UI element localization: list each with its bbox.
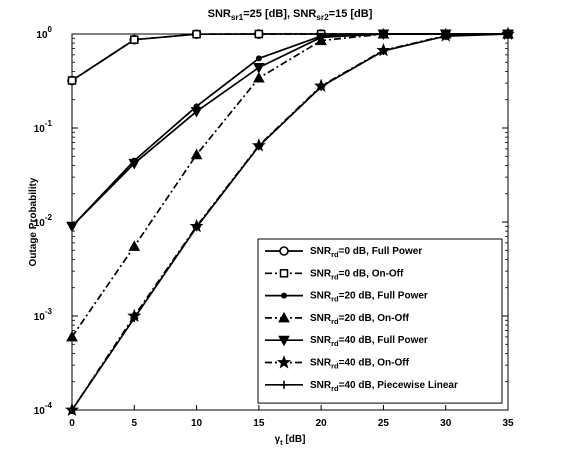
- data-point: [66, 330, 78, 342]
- data-point: [253, 63, 265, 74]
- legend-entry: SNRrd=0 dB, On-Off: [265, 268, 404, 281]
- legend-label: SNRrd=0 dB, Full Power: [310, 246, 422, 259]
- x-axis-label: γt [dB]: [275, 434, 306, 447]
- y-tick-label: 10-3: [34, 307, 53, 323]
- data-point: [66, 221, 78, 233]
- data-point: [253, 72, 265, 83]
- legend-entry: SNRrd=20 dB, On-Off: [265, 311, 410, 326]
- legend-label: SNRrd=40 dB, Piecewise Linear: [310, 380, 458, 393]
- data-point: [130, 314, 139, 323]
- data-point: [128, 240, 141, 251]
- chart-title: SNRsr1=25 [dB], SNRsr2=15 [dB]: [208, 8, 373, 22]
- series-layer: [64, 26, 516, 416]
- legend-marker: [279, 269, 289, 278]
- data-point: [190, 148, 203, 160]
- legend-marker: [278, 311, 290, 323]
- legend-box: [257, 238, 503, 404]
- data-point: [130, 35, 139, 44]
- y-tick-label: 10-1: [34, 119, 53, 135]
- data-point: [504, 30, 512, 38]
- data-point: [254, 142, 263, 151]
- legend-label: SNRrd=20 dB, Full Power: [310, 291, 428, 304]
- data-point: [254, 29, 264, 39]
- x-tick-label: 0: [69, 418, 75, 429]
- x-tick-label: 30: [440, 418, 452, 429]
- legend-entry: SNRrd=40 dB, Piecewise Linear: [265, 380, 458, 393]
- y-axis-label: Outage Probability: [28, 177, 39, 266]
- legend-label: SNRrd=0 dB, On-Off: [310, 268, 404, 281]
- data-point: [67, 76, 77, 85]
- legend-marker: [278, 335, 290, 347]
- data-point: [68, 406, 76, 414]
- x-tick-label: 25: [378, 418, 390, 429]
- data-point: [315, 32, 327, 44]
- legend-entry: SNRrd=40 dB, Full Power: [265, 335, 428, 348]
- x-tick-label: 10: [191, 418, 203, 429]
- legend-entry: SNRrd=20 dB, Full Power: [265, 291, 428, 304]
- data-point: [317, 82, 326, 91]
- data-point: [377, 29, 390, 41]
- legend-marker: [281, 292, 287, 299]
- legend-label: SNRrd=40 dB, Full Power: [310, 335, 428, 348]
- x-tick-label: 5: [132, 418, 138, 429]
- data-point: [192, 223, 201, 232]
- data-point: [190, 106, 203, 118]
- data-point: [441, 32, 450, 41]
- data-point: [192, 29, 201, 39]
- legend-label: SNRrd=40 dB, On-Off: [310, 358, 410, 371]
- x-tick-label: 20: [316, 418, 328, 429]
- series-line: [71, 33, 508, 227]
- series-7: [68, 30, 512, 414]
- legend-marker: [276, 355, 292, 369]
- legend-entry: SNRrd=0 dB, Full Power: [265, 246, 422, 259]
- legend-marker: [279, 246, 289, 256]
- y-tick-label: 10-4: [34, 401, 53, 417]
- y-tick-label: 100: [36, 25, 52, 41]
- data-point: [379, 46, 388, 55]
- x-tick-label: 15: [253, 418, 265, 429]
- x-tick-label: 35: [502, 418, 514, 429]
- y-tick-label: 10-2: [34, 213, 53, 229]
- data-point: [255, 55, 262, 62]
- legend-entry: SNRrd=40 dB, On-Off: [265, 355, 410, 371]
- series-line: [71, 33, 509, 411]
- legend-marker: [280, 380, 288, 389]
- legend-label: SNRrd=20 dB, On-Off: [310, 313, 410, 326]
- axis-labels: SNRsr1=25 [dB], SNRsr2=15 [dB] γt [dB] Out…: [28, 8, 373, 447]
- data-point: [128, 158, 141, 170]
- legend: SNRrd=0 dB, Full Power SNRrd=0 dB, On-Off…: [257, 238, 503, 404]
